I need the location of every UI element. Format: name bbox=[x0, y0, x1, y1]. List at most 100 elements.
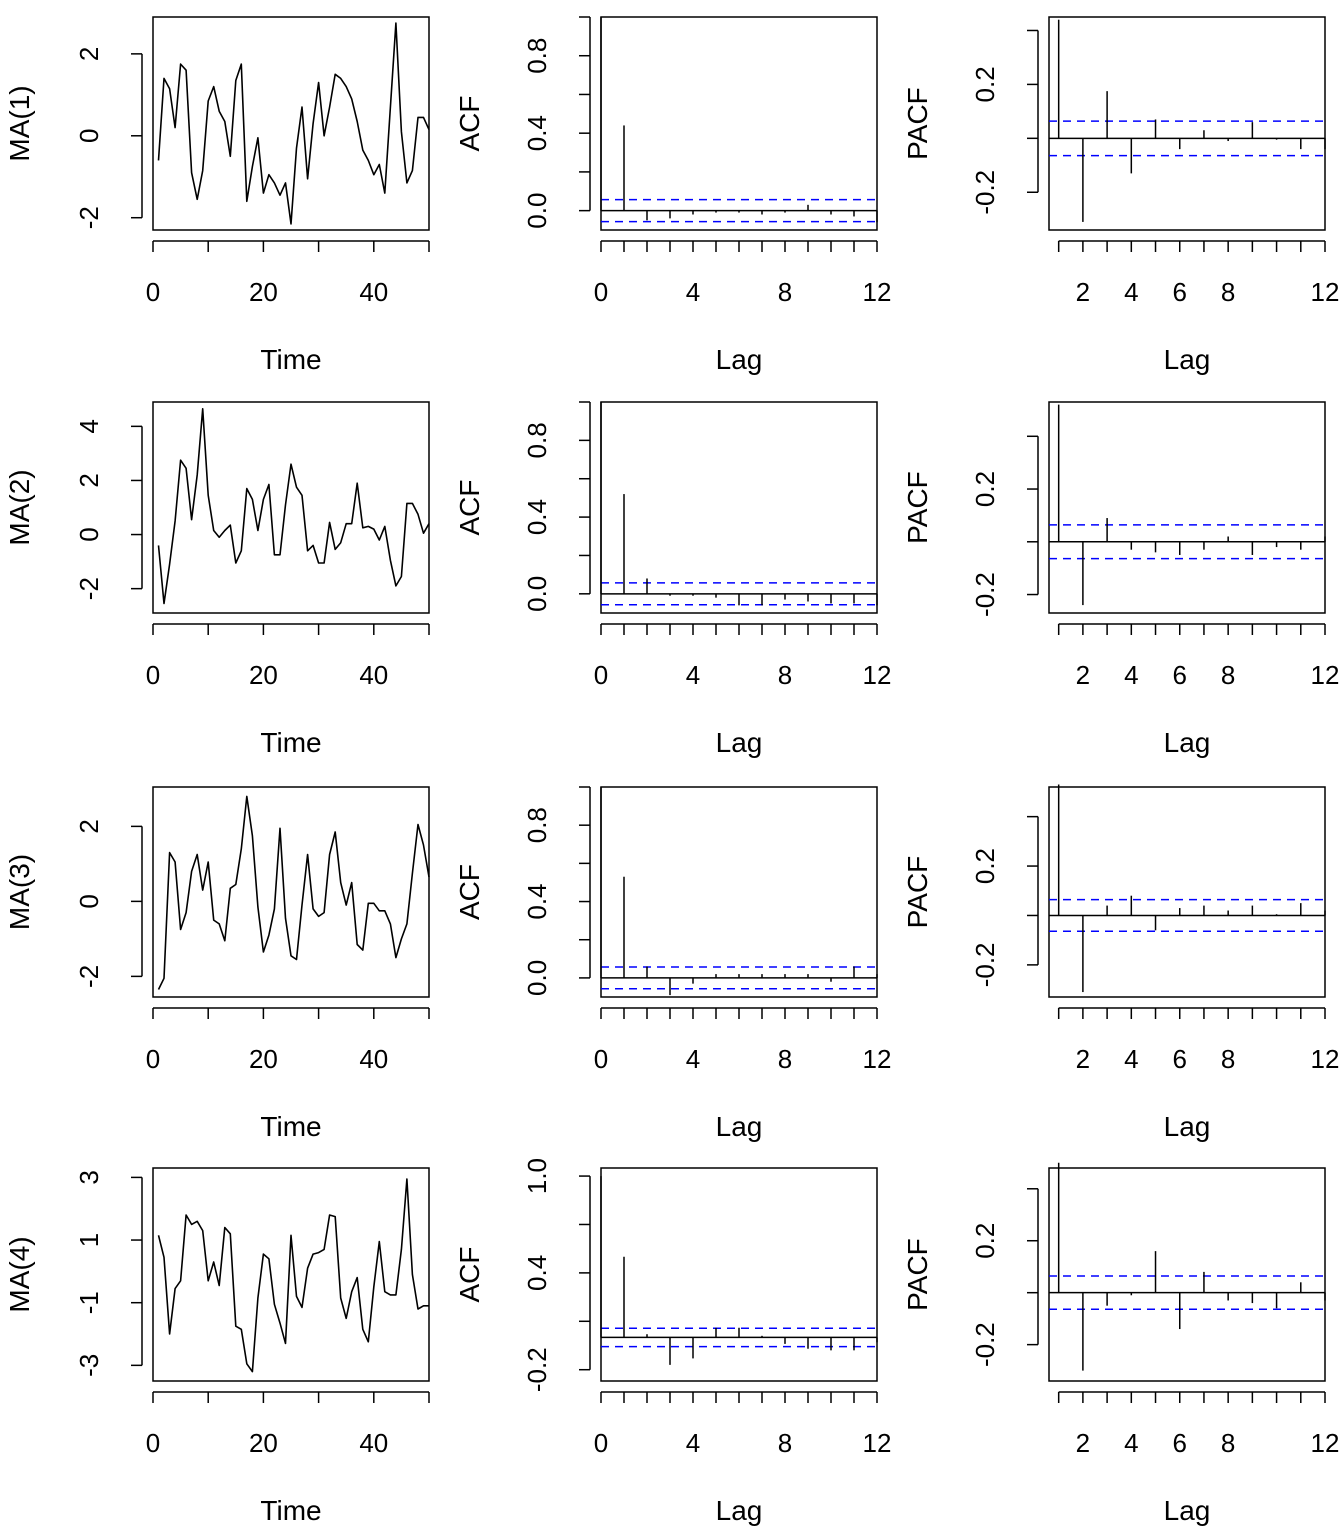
plot-frame bbox=[1048, 16, 1326, 231]
plot-frame bbox=[600, 16, 878, 231]
plot-frame bbox=[152, 16, 430, 231]
x-tick-label: 0 bbox=[146, 277, 160, 307]
x-axis-title: Lag bbox=[716, 1495, 763, 1526]
y-tick-label: 0.4 bbox=[522, 1255, 552, 1291]
x-axis-title: Lag bbox=[1164, 1111, 1211, 1142]
x-tick-label: 8 bbox=[778, 277, 792, 307]
x-axis-title: Time bbox=[260, 1111, 321, 1142]
panel-3: 2 4 6 8 12 -0.2 0.2 Lag PACF bbox=[902, 16, 1340, 375]
x-tick-label: 12 bbox=[1311, 277, 1340, 307]
y-tick-label: 2 bbox=[74, 819, 104, 833]
y-tick-label: -0.2 bbox=[970, 942, 1000, 987]
y-axis-title: MA(3) bbox=[4, 854, 35, 930]
x-tick-label: 12 bbox=[863, 277, 892, 307]
time-series-line bbox=[157, 1178, 429, 1373]
y-tick-label: 0 bbox=[74, 894, 104, 908]
x-axis-title: Lag bbox=[1164, 727, 1211, 758]
plot-frame bbox=[600, 401, 878, 614]
x-tick-label: 8 bbox=[1221, 1044, 1235, 1074]
x-tick-label: 4 bbox=[1124, 1044, 1138, 1074]
y-tick-label: 0.2 bbox=[970, 471, 1000, 507]
x-tick-label: 6 bbox=[1173, 660, 1187, 690]
y-axis-title: PACF bbox=[902, 471, 933, 544]
y-tick-label: 0.2 bbox=[970, 1223, 1000, 1259]
plot-frame bbox=[600, 786, 878, 998]
y-axis-title: PACF bbox=[902, 87, 933, 160]
x-tick-label: 12 bbox=[1311, 1044, 1340, 1074]
x-tick-label: 4 bbox=[1124, 1428, 1138, 1458]
x-tick-label: 2 bbox=[1076, 277, 1090, 307]
x-tick-label: 4 bbox=[1124, 277, 1138, 307]
y-tick-label: 0.2 bbox=[970, 848, 1000, 884]
x-tick-label: 20 bbox=[249, 1044, 278, 1074]
panel-2: 0 4 8 12 0.0 0.4 0.8 Lag ACF bbox=[454, 16, 892, 375]
x-tick-label: 4 bbox=[686, 277, 700, 307]
y-tick-label: 4 bbox=[74, 419, 104, 433]
time-series-line bbox=[157, 407, 430, 605]
y-tick-label: -2 bbox=[74, 577, 104, 600]
y-tick-label: 3 bbox=[74, 1170, 104, 1184]
y-tick-label: -0.2 bbox=[522, 1347, 552, 1392]
y-tick-label: 0.8 bbox=[522, 38, 552, 74]
x-tick-label: 8 bbox=[1221, 660, 1235, 690]
plot-frame bbox=[1048, 1167, 1326, 1382]
x-tick-label: 0 bbox=[594, 1428, 608, 1458]
y-tick-label: 0.4 bbox=[522, 499, 552, 535]
x-tick-label: 12 bbox=[863, 1428, 892, 1458]
x-tick-label: 8 bbox=[778, 1044, 792, 1074]
y-tick-label: 0.0 bbox=[522, 576, 552, 612]
x-tick-label: 0 bbox=[146, 1428, 160, 1458]
plot-frame bbox=[1048, 786, 1326, 998]
x-tick-label: 0 bbox=[594, 1044, 608, 1074]
x-axis-title: Time bbox=[260, 1495, 321, 1526]
x-axis-title: Lag bbox=[1164, 344, 1211, 375]
x-tick-label: 20 bbox=[249, 660, 278, 690]
x-axis-title: Time bbox=[260, 344, 321, 375]
plot-frame bbox=[600, 1167, 878, 1382]
panel-12: 2 4 6 8 12 -0.2 0.2 Lag PACF bbox=[902, 1162, 1340, 1526]
x-tick-label: 12 bbox=[863, 1044, 892, 1074]
y-tick-label: -1 bbox=[74, 1291, 104, 1314]
y-tick-label: -2 bbox=[74, 206, 104, 229]
panel-5: 0 4 8 12 0.0 0.4 0.8 Lag ACF bbox=[454, 401, 892, 758]
y-tick-label: -3 bbox=[74, 1354, 104, 1377]
x-tick-label: 0 bbox=[594, 277, 608, 307]
y-tick-label: 0 bbox=[74, 527, 104, 541]
plot-frame bbox=[152, 786, 430, 998]
x-tick-label: 12 bbox=[1311, 1428, 1340, 1458]
y-tick-label: -0.2 bbox=[970, 1322, 1000, 1367]
x-axis-title: Time bbox=[260, 727, 321, 758]
x-tick-label: 4 bbox=[686, 1044, 700, 1074]
x-axis-title: Lag bbox=[716, 727, 763, 758]
y-axis-title: ACF bbox=[454, 480, 485, 536]
x-tick-label: 12 bbox=[863, 660, 892, 690]
x-tick-label: 12 bbox=[1311, 660, 1340, 690]
y-tick-label: 0 bbox=[74, 129, 104, 143]
y-tick-label: 0.8 bbox=[522, 807, 552, 843]
y-tick-label: 1.0 bbox=[522, 1158, 552, 1194]
y-axis-title: ACF bbox=[454, 1247, 485, 1303]
x-tick-label: 8 bbox=[778, 660, 792, 690]
x-tick-label: 40 bbox=[359, 1044, 388, 1074]
y-axis-title: ACF bbox=[454, 96, 485, 152]
y-tick-label: -0.2 bbox=[970, 572, 1000, 617]
panel-11: 0 4 8 12 -0.2 0.4 1.0 Lag ACF bbox=[454, 1158, 891, 1526]
y-tick-label: -2 bbox=[74, 965, 104, 988]
x-axis-title: Lag bbox=[716, 344, 763, 375]
panel-7: 0 20 40 -2 0 2 Time MA(3) bbox=[4, 786, 430, 1142]
x-tick-label: 2 bbox=[1076, 1044, 1090, 1074]
y-tick-label: 0.2 bbox=[970, 66, 1000, 102]
x-tick-label: 6 bbox=[1173, 277, 1187, 307]
y-axis-title: MA(2) bbox=[4, 469, 35, 545]
y-tick-label: 0.4 bbox=[522, 115, 552, 151]
x-tick-label: 20 bbox=[249, 277, 278, 307]
panel-10: 0 20 40 -3 -1 1 3 Time MA(4) bbox=[4, 1167, 430, 1526]
y-tick-label: 0.8 bbox=[522, 422, 552, 458]
x-axis-title: Lag bbox=[1164, 1495, 1211, 1526]
y-tick-label: 0.0 bbox=[522, 960, 552, 996]
plot-frame bbox=[1048, 401, 1326, 614]
y-tick-label: 2 bbox=[74, 473, 104, 487]
y-tick-label: 0.4 bbox=[522, 883, 552, 919]
y-axis-title: PACF bbox=[902, 1238, 933, 1311]
